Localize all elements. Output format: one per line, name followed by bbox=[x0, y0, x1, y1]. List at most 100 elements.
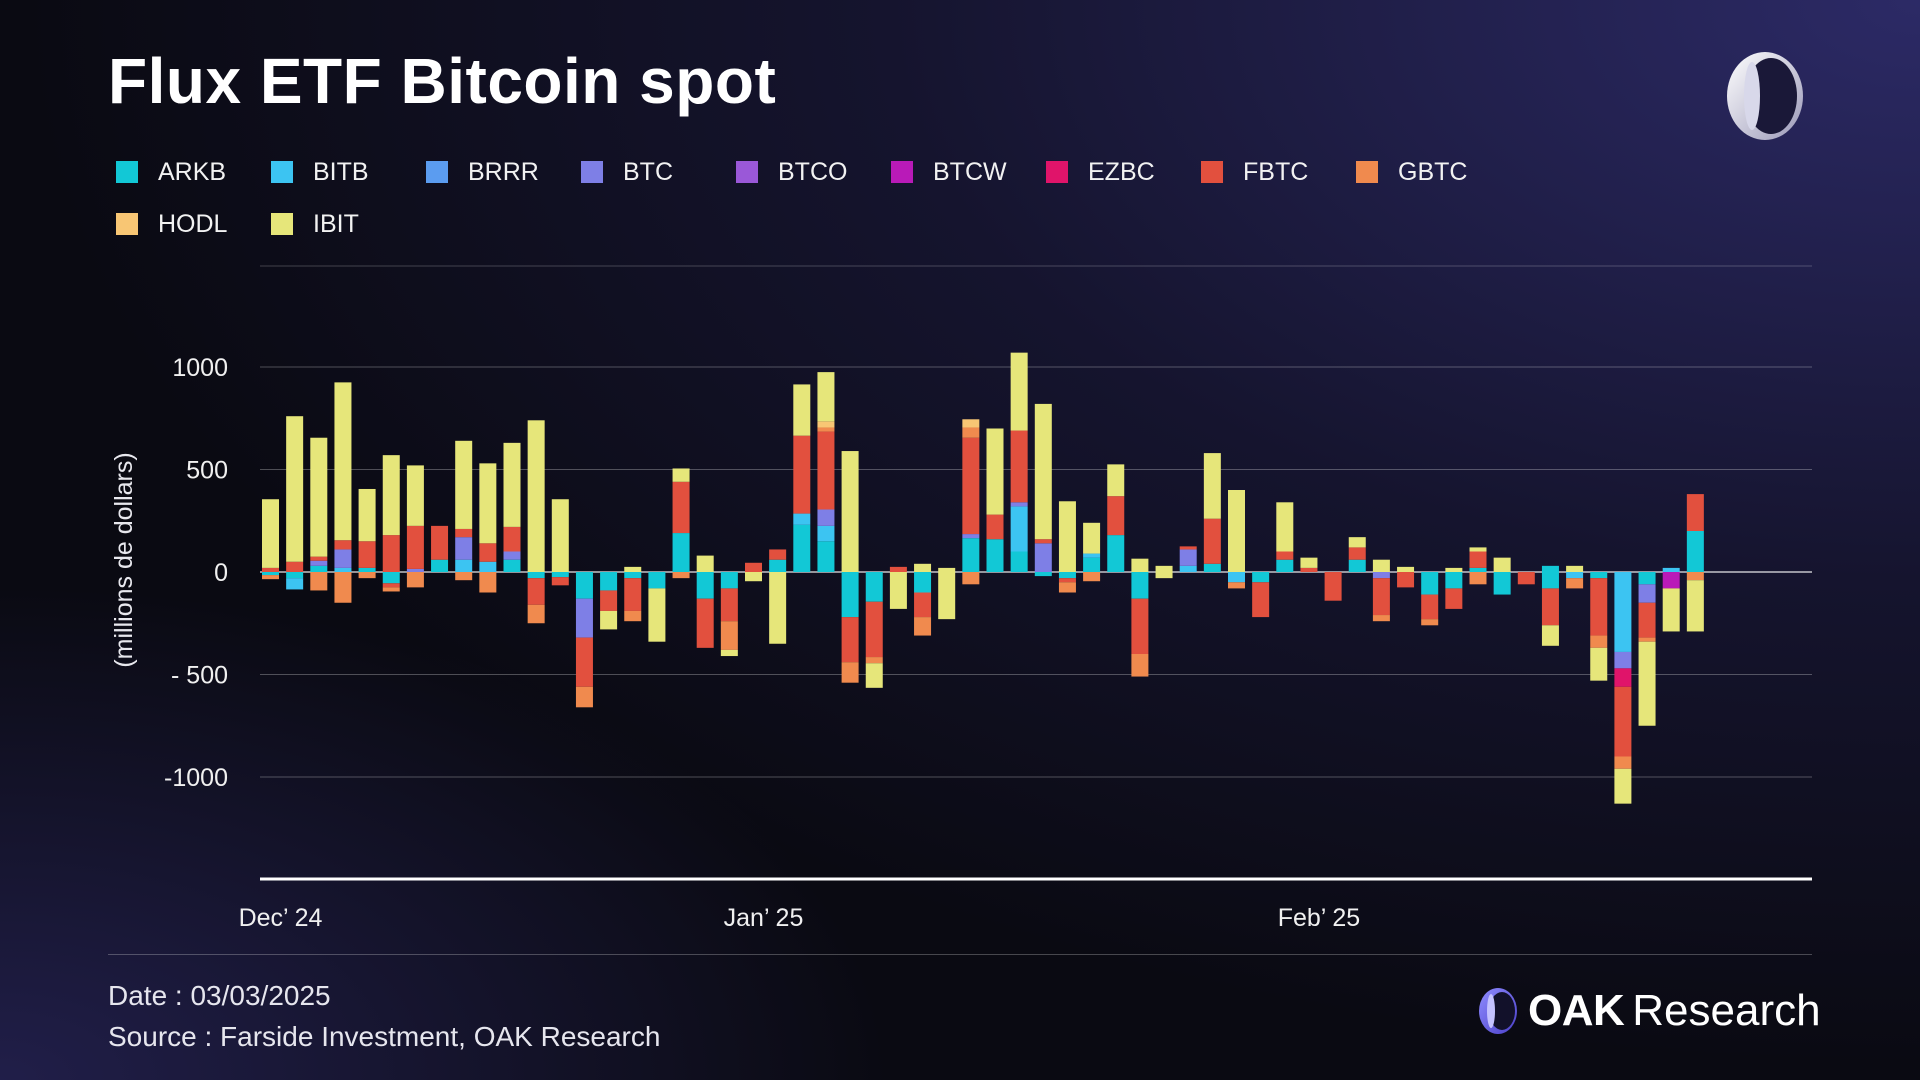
bar-segment-arkb bbox=[648, 572, 666, 589]
bar-segment-fbtc bbox=[745, 562, 762, 572]
bar-segment-bitb bbox=[334, 567, 352, 572]
legend-swatch bbox=[1201, 161, 1223, 183]
bar-segment-arkb bbox=[310, 565, 328, 572]
bar-stack bbox=[1590, 572, 1608, 681]
oak-brand-icon bbox=[1479, 988, 1517, 1034]
bar-segment-bitb bbox=[1010, 506, 1028, 552]
legend-swatch bbox=[271, 161, 293, 183]
bar-segment-ibit bbox=[1034, 403, 1052, 540]
bar-segment-fbtc bbox=[1469, 551, 1487, 568]
bar-segment-gbtc bbox=[575, 686, 593, 708]
bar-segment-gbtc bbox=[1686, 572, 1704, 581]
legend-label: ARKB bbox=[158, 157, 227, 186]
bar-stack bbox=[1566, 565, 1584, 589]
legend-row: HODL IBIT bbox=[116, 198, 1576, 250]
bar-stack bbox=[1372, 559, 1390, 622]
legend-label: BTC bbox=[623, 157, 673, 186]
bar-segment-ibit bbox=[938, 567, 956, 572]
bar-segment-btc bbox=[1179, 549, 1197, 566]
bar-segment-bitb bbox=[455, 559, 473, 572]
bar-segment-gbtc bbox=[527, 604, 545, 624]
bar-segment-ibit bbox=[1372, 559, 1390, 572]
bar-segment-ibit bbox=[1638, 641, 1656, 726]
bar-stack bbox=[1614, 572, 1632, 804]
bar-stack bbox=[1397, 566, 1415, 588]
chart-title: Flux ETF Bitcoin spot bbox=[108, 45, 777, 117]
legend-label: HODL bbox=[158, 209, 228, 238]
bar-segment-ibit bbox=[1348, 537, 1366, 548]
bar-segment-gbtc bbox=[334, 572, 352, 603]
bar-segment-gbtc bbox=[962, 427, 980, 438]
bar-segment-arkb bbox=[1590, 572, 1608, 579]
bar-segment-arkb bbox=[551, 572, 569, 578]
bar-segment-arkb bbox=[1083, 557, 1101, 572]
bar-segment-bitb bbox=[1662, 567, 1680, 572]
brand-name-bold: OAK bbox=[1528, 986, 1625, 1035]
bar-segment-ibit bbox=[1493, 557, 1511, 572]
bar-segment-hodl bbox=[962, 419, 980, 428]
legend-item-btco: BTCO bbox=[736, 158, 891, 187]
bar-stack bbox=[914, 563, 932, 636]
bar-segment-fbtc bbox=[1348, 547, 1366, 560]
bar-segment-fbtc bbox=[1638, 602, 1656, 638]
bar-segment-fbtc bbox=[431, 525, 449, 560]
bar-segment-fbtc bbox=[1300, 567, 1318, 572]
bar-segment-gbtc bbox=[310, 572, 328, 591]
bar-stack bbox=[406, 465, 424, 588]
bar-segment-ibit bbox=[889, 572, 907, 609]
bar-segment-bitb bbox=[1566, 572, 1584, 579]
bar-segment-btc bbox=[817, 509, 835, 526]
bar-segment-ibit bbox=[769, 572, 787, 644]
bar-segment-ibit bbox=[1155, 565, 1173, 572]
legend-label: BTCO bbox=[778, 157, 848, 186]
bar-segment-ibit bbox=[286, 416, 304, 562]
bar-segment-arkb bbox=[431, 559, 449, 572]
bar-segment-gbtc bbox=[1614, 756, 1632, 769]
bar-segment-fbtc bbox=[479, 543, 497, 562]
bar-stack bbox=[1541, 565, 1559, 646]
bar-segment-arkb bbox=[358, 567, 376, 572]
bar-stack bbox=[1252, 572, 1270, 618]
legend-item-arkb: ARKB bbox=[116, 158, 271, 187]
bar-segment-fbtc bbox=[358, 541, 376, 568]
bar-segment-btc bbox=[310, 560, 328, 566]
legend-label: IBIT bbox=[313, 209, 359, 238]
legend-label: BTCW bbox=[933, 157, 1007, 186]
bar-segment-ibit bbox=[1300, 557, 1318, 568]
bar-segment-btc bbox=[575, 598, 593, 638]
bar-segment-fbtc bbox=[720, 588, 738, 622]
bar-segment-fbtc bbox=[382, 535, 400, 572]
bar-segment-ibit bbox=[648, 588, 666, 642]
legend-swatch bbox=[426, 161, 448, 183]
bar-segment-fbtc bbox=[1686, 494, 1704, 531]
bar-segment-gbtc bbox=[1421, 619, 1439, 626]
legend-item-hodl: HODL bbox=[116, 210, 271, 239]
legend: ARKB BITB BRRR BTC BTCO BTCW EZBC FBTC GBTC HODL… bbox=[116, 146, 1576, 250]
bar-stack bbox=[1276, 502, 1294, 572]
bar-segment-ibit bbox=[1469, 547, 1487, 552]
bar-stack bbox=[286, 416, 304, 590]
bar-stack bbox=[672, 468, 690, 579]
legend-item-brrr: BRRR bbox=[426, 158, 581, 187]
bar-stack bbox=[1517, 572, 1535, 585]
bar-segment-fbtc bbox=[1203, 518, 1221, 564]
bar-segment-btc bbox=[1638, 584, 1656, 603]
bar-segment-gbtc bbox=[624, 610, 642, 622]
bar-segment-fbtc bbox=[696, 598, 714, 648]
bar-segment-fbtc bbox=[769, 549, 787, 560]
bar-segment-ibit bbox=[406, 465, 424, 526]
oak-logo-icon bbox=[1727, 52, 1803, 140]
bar-stack bbox=[720, 572, 738, 657]
bar-segment-ibit bbox=[527, 420, 545, 572]
bar-stack bbox=[1300, 557, 1318, 572]
bar-segment-fbtc bbox=[1517, 572, 1535, 585]
bar-segment-gbtc bbox=[1131, 654, 1149, 677]
bar-segment-fbtc bbox=[889, 566, 907, 572]
bar-segment-arkb bbox=[1541, 565, 1559, 572]
bar-segment-arkb bbox=[575, 572, 593, 599]
bar-stack bbox=[455, 440, 473, 581]
bar-segment-ibit bbox=[1228, 490, 1245, 572]
bar-segment-fbtc bbox=[1397, 572, 1415, 588]
x-tick-label: Dec’ 24 bbox=[239, 904, 323, 932]
legend-item-ezbc: EZBC bbox=[1046, 158, 1201, 187]
